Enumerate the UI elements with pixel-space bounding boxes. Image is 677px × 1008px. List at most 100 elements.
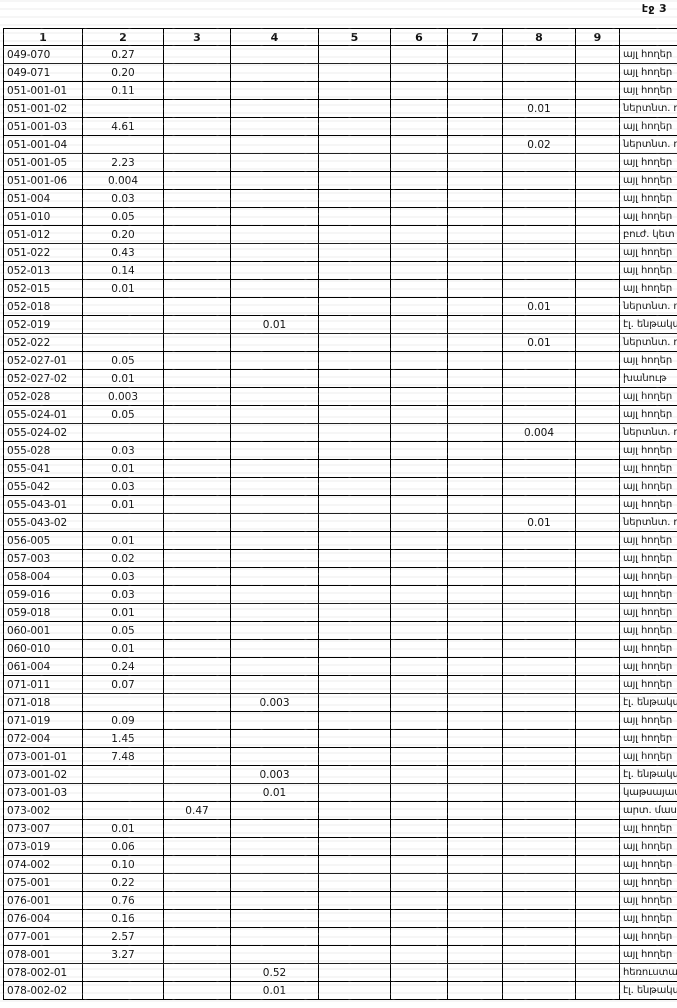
table-cell-col2: 0.003 bbox=[82, 387, 164, 406]
table-cell-col7 bbox=[447, 189, 503, 208]
table-cell-col5 bbox=[318, 945, 391, 964]
table-cell-col10: այլ հողեր bbox=[619, 243, 677, 262]
table-cell-col10: այլ հողեր bbox=[619, 729, 677, 748]
table-cell-col5 bbox=[318, 963, 391, 982]
table-cell-col9 bbox=[575, 207, 620, 226]
table-cell-col7 bbox=[447, 585, 503, 604]
table-cell-col4 bbox=[230, 459, 319, 478]
table-cell-col8 bbox=[502, 153, 576, 172]
table-cell-col3 bbox=[163, 891, 231, 910]
table-cell-col2: 1.45 bbox=[82, 729, 164, 748]
table-cell-col2: 0.05 bbox=[82, 351, 164, 370]
table-cell-col1: 061-004 bbox=[3, 657, 83, 676]
table-cell-col4 bbox=[230, 855, 319, 874]
table-cell-col6 bbox=[390, 423, 448, 442]
table-cell-col7 bbox=[447, 99, 503, 118]
table-cell-col1: 078-002-01 bbox=[3, 963, 83, 982]
table-cell-col4 bbox=[230, 99, 319, 118]
table-cell-col7 bbox=[447, 549, 503, 568]
table-cell-col2 bbox=[82, 693, 164, 712]
table-cell-col1: 052-013 bbox=[3, 261, 83, 280]
table-cell-col8 bbox=[502, 45, 576, 64]
table-cell-col6 bbox=[390, 549, 448, 568]
table-cell-col6 bbox=[390, 783, 448, 802]
table-cell-col6 bbox=[390, 63, 448, 82]
table-cell-col2: 0.05 bbox=[82, 207, 164, 226]
table-cell-col3 bbox=[163, 711, 231, 730]
table-cell-col8 bbox=[502, 585, 576, 604]
table-cell-col8 bbox=[502, 927, 576, 946]
table-cell-col2: 7.48 bbox=[82, 747, 164, 766]
table-cell-col7 bbox=[447, 729, 503, 748]
table-cell-col8 bbox=[502, 639, 576, 658]
table-row: 055-041 0.01 այլ հողեր bbox=[3, 459, 677, 478]
table-cell-col8 bbox=[502, 693, 576, 712]
table-row: 056-005 0.01 այլ հողեր bbox=[3, 531, 677, 550]
table-row: 073-001-02 0.003 էլ. ենթակայան bbox=[3, 765, 677, 784]
table-cell-col1: 074-002 bbox=[3, 855, 83, 874]
table-cell-col6 bbox=[390, 297, 448, 316]
table-cell-col7 bbox=[447, 117, 503, 136]
table-cell-col2: 0.43 bbox=[82, 243, 164, 262]
table-cell-col1: 055-024-02 bbox=[3, 423, 83, 442]
table-row: 049-071 0.20 այլ հողեր bbox=[3, 63, 677, 82]
table-cell-col3 bbox=[163, 225, 231, 244]
table-cell-col8 bbox=[502, 189, 576, 208]
table-cell-col2: 0.01 bbox=[82, 495, 164, 514]
table-cell-col8: 0.01 bbox=[502, 333, 576, 352]
table-cell-col8: 0.01 bbox=[502, 297, 576, 316]
table-cell-col7 bbox=[447, 477, 503, 496]
table-cell-col6 bbox=[390, 819, 448, 838]
table-cell-col6 bbox=[390, 189, 448, 208]
table-cell-col10: էլ. ենթակայան bbox=[619, 315, 677, 334]
table-cell-col8 bbox=[502, 531, 576, 550]
table-cell-col1: 076-001 bbox=[3, 891, 83, 910]
table-cell-col1: 059-016 bbox=[3, 585, 83, 604]
table-cell-col5 bbox=[318, 135, 391, 154]
table-cell-col8 bbox=[502, 477, 576, 496]
table-cell-col7 bbox=[447, 81, 503, 100]
table-cell-col10: այլ հողեր bbox=[619, 639, 677, 658]
table-cell-col8 bbox=[502, 495, 576, 514]
table-cell-col1: 071-018 bbox=[3, 693, 83, 712]
table-cell-col2: 0.14 bbox=[82, 261, 164, 280]
table-cell-col10: այլ հողեր bbox=[619, 603, 677, 622]
table-cell-col10: այլ հողեր bbox=[619, 621, 677, 640]
table-cell-col2: 0.01 bbox=[82, 531, 164, 550]
table-cell-col9 bbox=[575, 873, 620, 892]
table-cell-col7 bbox=[447, 711, 503, 730]
table-cell-col3 bbox=[163, 765, 231, 784]
table-cell-col8 bbox=[502, 963, 576, 982]
table-cell-col6 bbox=[390, 351, 448, 370]
table-row: 055-024-02 0.004 ներտնտ. ոռոգ. ցանցյմ bbox=[3, 423, 677, 442]
table-cell-col9 bbox=[575, 333, 620, 352]
table-cell-col2 bbox=[82, 99, 164, 118]
table-cell-col4: 0.01 bbox=[230, 981, 319, 1000]
table-cell-col4 bbox=[230, 675, 319, 694]
table-cell-col7 bbox=[447, 279, 503, 298]
table-cell-col8 bbox=[502, 243, 576, 262]
table-cell-col6 bbox=[390, 477, 448, 496]
table-cell-col9 bbox=[575, 171, 620, 190]
table-cell-col5 bbox=[318, 405, 391, 424]
table-cell-col2: 0.01 bbox=[82, 369, 164, 388]
table-cell-col1: 051-001-06 bbox=[3, 171, 83, 190]
table-cell-col1: 052-018 bbox=[3, 297, 83, 316]
column-header-7: 7 bbox=[447, 28, 503, 46]
table-cell-col2: 0.01 bbox=[82, 459, 164, 478]
table-cell-col8 bbox=[502, 279, 576, 298]
table-cell-col7 bbox=[447, 927, 503, 946]
table-cell-col7 bbox=[447, 531, 503, 550]
table-row: 055-028 0.03 այլ հողեր bbox=[3, 441, 677, 460]
table-cell-col9 bbox=[575, 891, 620, 910]
table-cell-col9 bbox=[575, 945, 620, 964]
table-row: 052-018 0.01 ներտնտ. ոռոգ. ցանցյմ bbox=[3, 297, 677, 316]
table-cell-col5 bbox=[318, 657, 391, 676]
table-cell-col6 bbox=[390, 855, 448, 874]
table-cell-col8 bbox=[502, 603, 576, 622]
table-cell-col2: 0.03 bbox=[82, 585, 164, 604]
table-cell-col5 bbox=[318, 261, 391, 280]
table-cell-col6 bbox=[390, 603, 448, 622]
table-cell-col8: 0.02 bbox=[502, 135, 576, 154]
